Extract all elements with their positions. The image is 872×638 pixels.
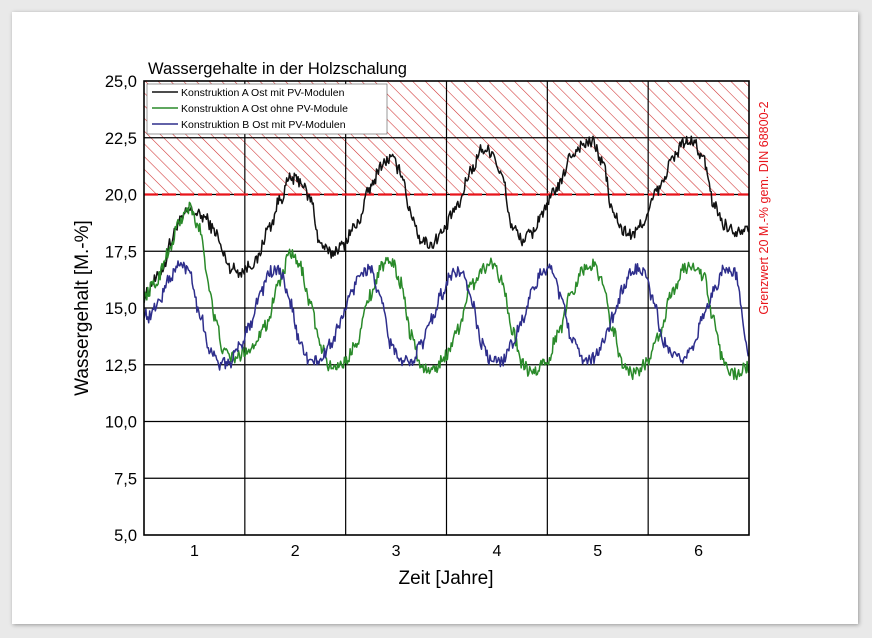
legend-box [146,83,388,135]
y-tick-label: 5,0 [114,527,137,545]
x-axis-label: Zeit [Jahre] [398,568,493,589]
series-line [144,260,749,371]
y-tick-label: 7,5 [114,470,137,488]
x-tick-label: 2 [291,543,300,560]
chart: 5,0 7,5 10,0 12,5 15,0 17,5 20,0 22,5 25,0 1 2 3 4 5… [72,60,771,589]
y-tick-label: 15,0 [105,300,137,318]
x-tick-label: 5 [593,543,602,560]
y-axis: 5,0 7,5 10,0 12,5 15,0 17,5 20,0 22,5 25,0 [105,73,137,545]
series-group [144,135,749,381]
grid [144,81,749,535]
y-tick-label: 12,5 [105,357,137,375]
figure-card: 5,0 7,5 10,0 12,5 15,0 17,5 20,0 22,5 25,0 1 2 3 4 5… [12,12,858,624]
legend-label: Konstruktion B Ost mit PV-Modulen [181,119,346,131]
y-tick-label: 20,0 [105,187,137,205]
y-axis-label: Wassergehalt [M.-%] [72,220,93,396]
y-tick-label: 22,5 [105,130,137,148]
y-tick-label: 25,0 [105,73,137,91]
legend-label: Konstruktion A Ost mit PV-Modulen [181,87,345,99]
x-tick-label: 6 [694,543,703,560]
legend-label: Konstruktion A Ost ohne PV-Module [181,103,348,115]
series-line [144,135,749,303]
y-tick-label: 17,5 [105,243,137,261]
x-tick-label: 4 [492,543,501,560]
legend: Konstruktion A Ost mit PV-Modulen Konstr… [146,83,388,135]
series-line [144,201,749,381]
threshold-label: Grenzwert 20 M.-% gem. DIN 68800-2 [757,101,771,314]
chart-title: Wassergehalte in der Holzschalung [148,60,407,78]
legend-entry: Konstruktion B Ost mit PV-Modulen [152,119,346,131]
x-tick-label: 3 [392,543,401,560]
y-tick-label: 10,0 [105,414,137,432]
plot-frame [143,80,750,536]
legend-entry: Konstruktion A Ost mit PV-Modulen [152,87,345,99]
x-tick-label: 1 [190,543,199,560]
legend-entry: Konstruktion A Ost ohne PV-Module [152,103,348,115]
x-axis: 1 2 3 4 5 6 [190,543,703,560]
